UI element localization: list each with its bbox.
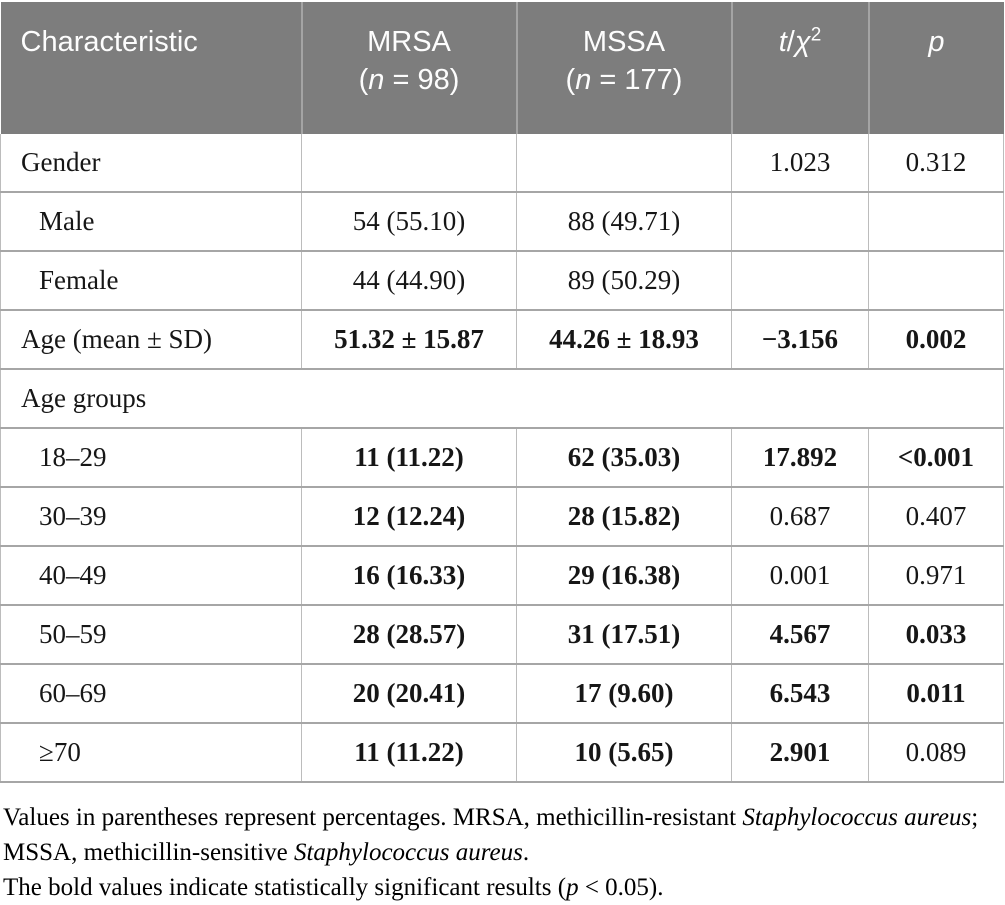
table-row-age-groups: Age groups xyxy=(0,369,1004,429)
cell-mrsa: 16 (16.33) xyxy=(301,546,517,606)
cell-mssa: 29 (16.38) xyxy=(516,546,732,606)
header-row: Characteristic MRSA (n = 98) MSSA (n = 1… xyxy=(0,2,1004,134)
cell-label: 40–49 xyxy=(0,546,302,606)
header-characteristic: Characteristic xyxy=(0,2,303,134)
cell-mssa xyxy=(516,134,732,193)
cell-label: Female xyxy=(0,251,302,311)
cell-statistic: 6.543 xyxy=(731,664,869,724)
cell-mrsa: 11 (11.22) xyxy=(301,723,517,783)
characteristics-table: Characteristic MRSA (n = 98) MSSA (n = 1… xyxy=(0,2,1004,783)
footnote-bold-note: The bold values indicate statistically s… xyxy=(3,874,664,901)
cell-mssa: 17 (9.60) xyxy=(516,664,732,724)
cell-mrsa: 11 (11.22) xyxy=(301,428,517,488)
table-row-70-plus: ≥70 11 (11.22) 10 (5.65) 2.901 0.089 xyxy=(0,723,1004,783)
cell-mrsa: 12 (12.24) xyxy=(301,487,517,547)
cell-statistic: 1.023 xyxy=(731,134,869,193)
footnotes: Values in parentheses represent percenta… xyxy=(0,800,1005,905)
header-statistic: t/χ2 xyxy=(731,2,870,134)
cell-label: Age (mean ± SD) xyxy=(0,310,302,370)
cell-p: 0.033 xyxy=(868,605,1004,665)
table-row-male: Male 54 (55.10) 88 (49.71) xyxy=(0,192,1004,252)
table-row-30-39: 30–39 12 (12.24) 28 (15.82) 0.687 0.407 xyxy=(0,487,1004,547)
cell-p xyxy=(868,251,1004,311)
cell-label: 50–59 xyxy=(0,605,302,665)
cell-mssa: 44.26 ± 18.93 xyxy=(516,310,732,370)
cell-statistic: −3.156 xyxy=(731,310,869,370)
cell-label: 30–39 xyxy=(0,487,302,547)
header-mssa-n: (n = 177) xyxy=(565,64,683,96)
cell-mrsa xyxy=(301,134,517,193)
cell-mssa: 89 (50.29) xyxy=(516,251,732,311)
cell-statistic: 17.892 xyxy=(731,428,869,488)
cell-mssa: 62 (35.03) xyxy=(516,428,732,488)
cell-p xyxy=(868,192,1004,252)
table-row-50-59: 50–59 28 (28.57) 31 (17.51) 4.567 0.033 xyxy=(0,605,1004,665)
table-row-age-mean: Age (mean ± SD) 51.32 ± 15.87 44.26 ± 18… xyxy=(0,310,1004,370)
cell-statistic: 4.567 xyxy=(731,605,869,665)
footnote-abbreviations: Values in parentheses represent percenta… xyxy=(3,804,979,866)
cell-p: 0.002 xyxy=(868,310,1004,370)
table-row-gender: Gender 1.023 0.312 xyxy=(0,134,1004,193)
cell-label: 60–69 xyxy=(0,664,302,724)
cell-label: Gender xyxy=(0,134,302,193)
table-row-60-69: 60–69 20 (20.41) 17 (9.60) 6.543 0.011 xyxy=(0,664,1004,724)
table-body: Gender 1.023 0.312 Male 54 (55.10) 88 (4… xyxy=(0,134,1004,783)
cell-p: 0.407 xyxy=(868,487,1004,547)
cell-statistic xyxy=(731,192,869,252)
header-characteristic-label: Characteristic xyxy=(20,26,198,58)
cell-statistic: 0.687 xyxy=(731,487,869,547)
cell-mrsa: 28 (28.57) xyxy=(301,605,517,665)
cell-p: <0.001 xyxy=(868,428,1004,488)
cell-mssa: 28 (15.82) xyxy=(516,487,732,547)
cell-statistic xyxy=(731,251,869,311)
header-mrsa-n: (n = 98) xyxy=(358,64,460,96)
table-row-18-29: 18–29 11 (11.22) 62 (35.03) 17.892 <0.00… xyxy=(0,428,1004,488)
cell-mssa: 10 (5.65) xyxy=(516,723,732,783)
cell-mssa: 88 (49.71) xyxy=(516,192,732,252)
cell-mrsa: 54 (55.10) xyxy=(301,192,517,252)
cell-p: 0.011 xyxy=(868,664,1004,724)
cell-label: Male xyxy=(0,192,302,252)
header-p-value: p xyxy=(868,2,1004,134)
cell-section-label: Age groups xyxy=(0,369,1004,429)
table-header: Characteristic MRSA (n = 98) MSSA (n = 1… xyxy=(0,2,1004,134)
header-mrsa-title: MRSA xyxy=(367,26,451,58)
header-mrsa: MRSA (n = 98) xyxy=(301,2,518,134)
cell-mrsa: 44 (44.90) xyxy=(301,251,517,311)
cell-label: ≥70 xyxy=(0,723,302,783)
header-mssa-title: MSSA xyxy=(582,26,666,58)
cell-mssa: 31 (17.51) xyxy=(516,605,732,665)
cell-p: 0.971 xyxy=(868,546,1004,606)
table-row-40-49: 40–49 16 (16.33) 29 (16.38) 0.001 0.971 xyxy=(0,546,1004,606)
cell-mrsa: 51.32 ± 15.87 xyxy=(301,310,517,370)
cell-statistic: 2.901 xyxy=(731,723,869,783)
cell-statistic: 0.001 xyxy=(731,546,869,606)
cell-p: 0.312 xyxy=(868,134,1004,193)
header-mssa: MSSA (n = 177) xyxy=(516,2,733,134)
cell-label: 18–29 xyxy=(0,428,302,488)
cell-p: 0.089 xyxy=(868,723,1004,783)
table-row-female: Female 44 (44.90) 89 (50.29) xyxy=(0,251,1004,311)
cell-mrsa: 20 (20.41) xyxy=(301,664,517,724)
